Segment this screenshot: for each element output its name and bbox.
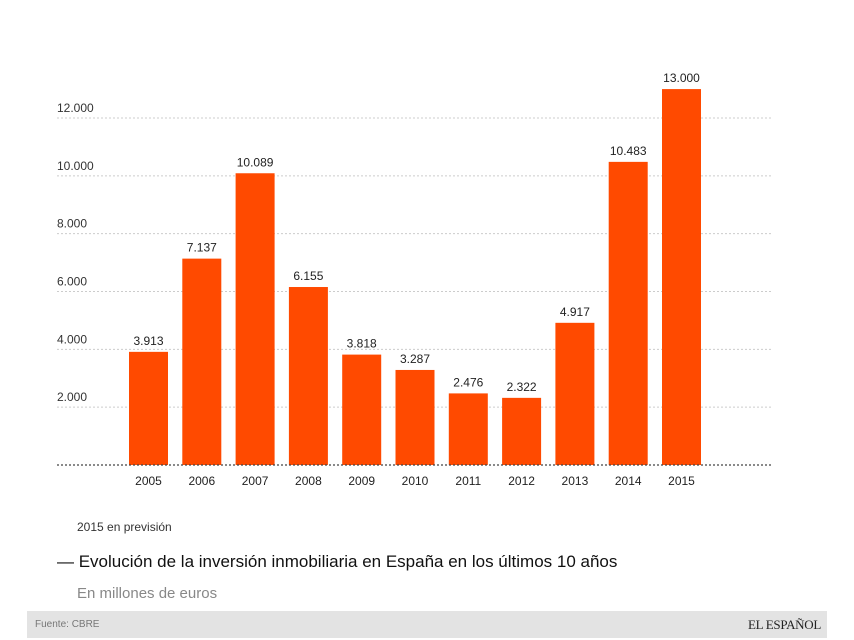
bar-2011: [448, 393, 488, 465]
x-tick-label: 2014: [615, 474, 642, 488]
bar-2012: [502, 397, 542, 465]
bar-2014: [608, 161, 648, 465]
data-label: 2.322: [507, 380, 537, 394]
y-tick-label: 8.000: [57, 217, 87, 231]
x-tick-label: 2010: [402, 474, 429, 488]
footer-bar: Fuente: CBRE EL ESPAÑOL: [27, 611, 827, 638]
y-tick-label: 2.000: [57, 390, 87, 404]
data-label: 7.137: [187, 241, 217, 255]
bar-2010: [395, 369, 435, 465]
x-tick-label: 2008: [295, 474, 322, 488]
x-tick-label: 2005: [135, 474, 162, 488]
data-label: 3.818: [347, 337, 377, 351]
y-tick-label: 6.000: [57, 275, 87, 289]
data-label: 10.483: [610, 144, 647, 158]
x-tick-label: 2011: [455, 474, 481, 488]
bar-2007: [235, 173, 275, 465]
el-espanol-logo: EL ESPAÑOL: [748, 617, 821, 632]
bar-2008: [288, 287, 328, 465]
data-label: 6.155: [293, 269, 323, 283]
bar-2006: [182, 258, 222, 465]
y-tick-label: 12.000: [57, 101, 94, 115]
data-label: 10.089: [237, 155, 274, 169]
source-text: Fuente: CBRE: [35, 619, 100, 630]
data-label: 2.476: [453, 375, 483, 389]
data-label: 13.000: [663, 71, 700, 85]
bar-2009: [342, 354, 382, 465]
bar-2015: [662, 89, 701, 465]
bar-2013: [555, 322, 595, 465]
chart-subtitle: En millones de euros: [77, 585, 218, 602]
x-tick-label: 2007: [242, 474, 269, 488]
x-tick-label: 2012: [508, 474, 535, 488]
y-tick-label: 10.000: [57, 159, 94, 173]
x-tick-label: 2015: [668, 474, 695, 488]
chart-note: 2015 en previsión: [77, 520, 172, 534]
bar-2005: [129, 351, 168, 465]
data-label: 4.917: [560, 305, 590, 319]
data-label: 3.913: [133, 334, 163, 348]
x-tick-label: 2009: [348, 474, 375, 488]
x-tick-label: 2013: [562, 474, 589, 488]
chart-title: — Evolución de la inversión inmobiliaria…: [57, 552, 618, 571]
data-label: 3.287: [400, 352, 430, 366]
x-tick-label: 2006: [188, 474, 215, 488]
y-tick-label: 4.000: [57, 332, 87, 346]
